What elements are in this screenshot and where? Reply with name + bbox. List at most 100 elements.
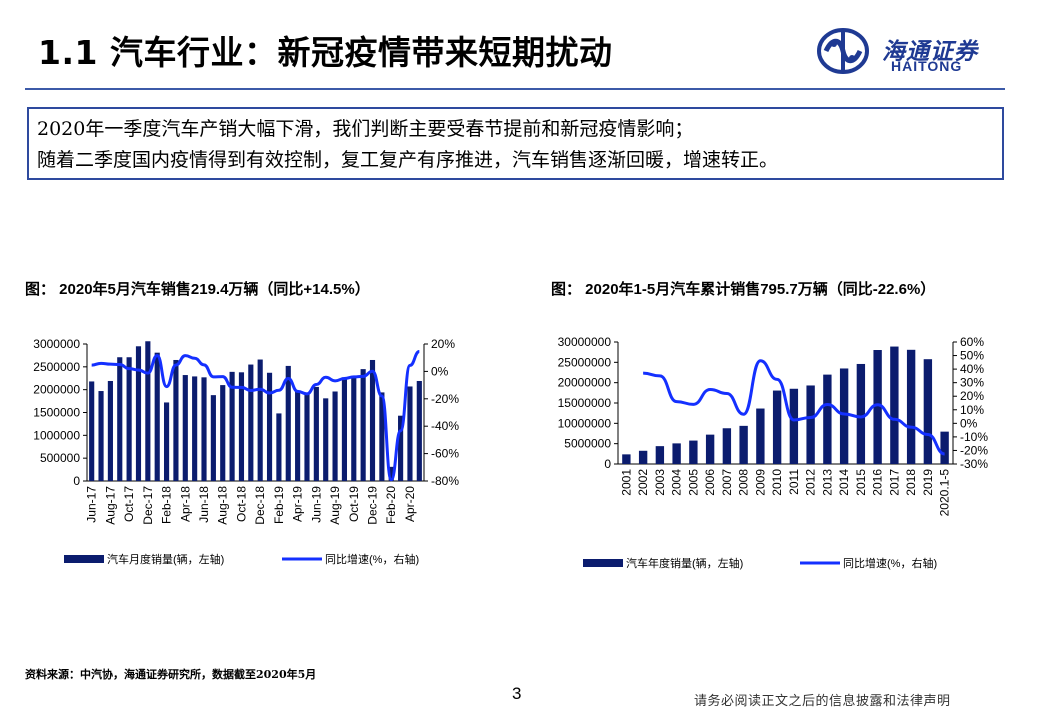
x-tick-label: 2017 [887, 469, 901, 496]
right-tick-label: 50% [960, 349, 984, 363]
bar-2004 [672, 443, 681, 464]
right-tick-label: -40% [431, 419, 459, 433]
summary-box: 2020年一季度汽车产销大幅下滑，我们判断主要受春节提前和新冠疫情影响； 随着二… [27, 107, 1004, 180]
haitong-logo-icon [817, 28, 869, 74]
right-tick-label: -60% [431, 447, 459, 461]
right-tick-label: 60% [960, 335, 984, 349]
chart-title-annual: 图： 2020年1-5月汽车累计销售795.7万辆（同比-22.6%） [551, 281, 936, 298]
right-tick-label: -20% [431, 392, 459, 406]
bar-Oct-18 [238, 372, 245, 481]
x-tick-label: 2019 [921, 469, 935, 496]
right-tick-label: 0% [960, 416, 978, 430]
right-tick-label: 10% [960, 403, 984, 417]
x-tick-label: Oct-17 [122, 486, 136, 522]
left-tick-label: 2000000 [33, 383, 80, 397]
bar-2017 [890, 346, 899, 464]
left-tick-label: 0 [73, 474, 80, 488]
bar-2002 [638, 450, 648, 464]
bar-2016 [873, 350, 882, 464]
monthly-sales-chart: 0 500000 1000000 1500000 2000000 2500000 30000… [33, 337, 459, 566]
x-tick-label: Feb-18 [160, 486, 174, 524]
left-tick-label: 1500000 [33, 406, 80, 420]
data-source: 资料来源：中汽协，海通证券研究所，数据截至2020年5月 [25, 668, 317, 681]
legend-line-label: 同比增速(%，右轴) [843, 556, 937, 570]
right-tick-label: 0% [431, 364, 449, 378]
x-tick-label: Dec-18 [253, 486, 267, 525]
x-tick-label: 2018 [904, 469, 918, 496]
x-tick-label: Dec-19 [366, 486, 380, 525]
bar-2005 [689, 440, 698, 464]
left-tick-label: 30000000 [558, 335, 612, 349]
bar-Jan-18 [154, 352, 160, 481]
bar-Oct-17 [126, 357, 132, 481]
page-number: 3 [512, 684, 522, 703]
x-tick-label: Aug-18 [216, 486, 230, 525]
x-tick-label: 2002 [636, 469, 650, 496]
right-tick-label: -80% [431, 474, 459, 488]
bar-Feb-20 [388, 466, 394, 481]
right-tick-label: -20% [960, 443, 988, 457]
x-tick-label: 2009 [753, 469, 767, 496]
bar-Feb-18 [163, 402, 170, 481]
x-tick-label: 2012 [804, 469, 818, 496]
bar-Apr-20 [407, 386, 413, 481]
x-tick-label: 2001 [619, 469, 633, 496]
left-tick-label: 15000000 [558, 396, 612, 410]
bar-2007 [722, 428, 732, 464]
bar-Nov-18 [248, 364, 254, 481]
x-tick-label: Aug-17 [103, 486, 117, 525]
bar-2019 [923, 359, 933, 464]
bar-Nov-17 [135, 346, 142, 481]
x-tick-label: 2007 [720, 469, 734, 496]
x-tick-label: 2020.1-5 [938, 469, 952, 517]
bar-Feb-19 [276, 413, 282, 481]
bar-Apr-18 [182, 375, 188, 481]
right-tick-label: 20% [960, 389, 984, 403]
bar-May-20 [416, 380, 422, 481]
bar-2003 [655, 446, 665, 464]
bar-Jun-17 [89, 381, 95, 481]
right-tick-label: 40% [960, 362, 984, 376]
x-tick-label: 2005 [686, 469, 700, 496]
bar-Jun-19 [313, 386, 319, 481]
bar-Aug-18 [220, 385, 226, 481]
left-tick-label: 20000000 [558, 376, 612, 390]
bar-2011 [789, 388, 799, 464]
bar-Oct-19 [351, 376, 357, 481]
logo-english-name: HAITONG [891, 58, 963, 74]
x-tick-label: Jun-18 [197, 486, 211, 523]
bar-Mar-20 [398, 415, 404, 481]
x-tick-label: 2011 [787, 469, 801, 495]
bar-2015 [856, 363, 866, 464]
summary-line: 2020年一季度汽车产销大幅下滑，我们判断主要受春节提前和新冠疫情影响； [37, 118, 694, 140]
x-tick-label: Feb-19 [272, 486, 286, 524]
left-tick-label: 2500000 [33, 360, 80, 374]
left-tick-label: 0 [604, 457, 611, 471]
bar-Jul-17 [98, 391, 104, 481]
bar-Jan-19 [266, 372, 273, 481]
page-title: 1.1 汽车行业：新冠疫情带来短期扰动 [38, 33, 613, 72]
left-tick-label: 3000000 [33, 337, 80, 351]
x-tick-label: 2004 [670, 469, 684, 496]
bar-Aug-19 [332, 391, 338, 481]
right-tick-label: -10% [960, 430, 988, 444]
bar-2020.1-5 [940, 431, 949, 464]
bar-Apr-19 [295, 390, 301, 481]
bar-May-18 [192, 376, 198, 481]
annual-sales-chart: 0 5000000 10000000 15000000 20000000 25000000… [558, 335, 989, 570]
legal-disclaimer: 请务必阅读正文之后的信息披露和法律声明 [694, 694, 951, 709]
x-tick-label: Apr-20 [403, 486, 417, 522]
left-tick-label: 500000 [40, 451, 80, 465]
bar-Nov-19 [360, 369, 366, 481]
bar-Mar-18 [173, 359, 179, 481]
left-tick-label: 5000000 [564, 437, 611, 451]
x-tick-label: 2015 [854, 469, 868, 496]
x-tick-label: Apr-19 [291, 486, 305, 522]
x-tick-label: Feb-20 [384, 486, 398, 524]
x-tick-label: Aug-19 [328, 486, 342, 525]
x-tick-label: 2014 [837, 469, 851, 496]
x-tick-label: 2010 [770, 469, 784, 496]
bar-Dec-17 [145, 341, 151, 481]
growth-rate-line [91, 350, 420, 482]
bar-Aug-17 [107, 380, 113, 481]
